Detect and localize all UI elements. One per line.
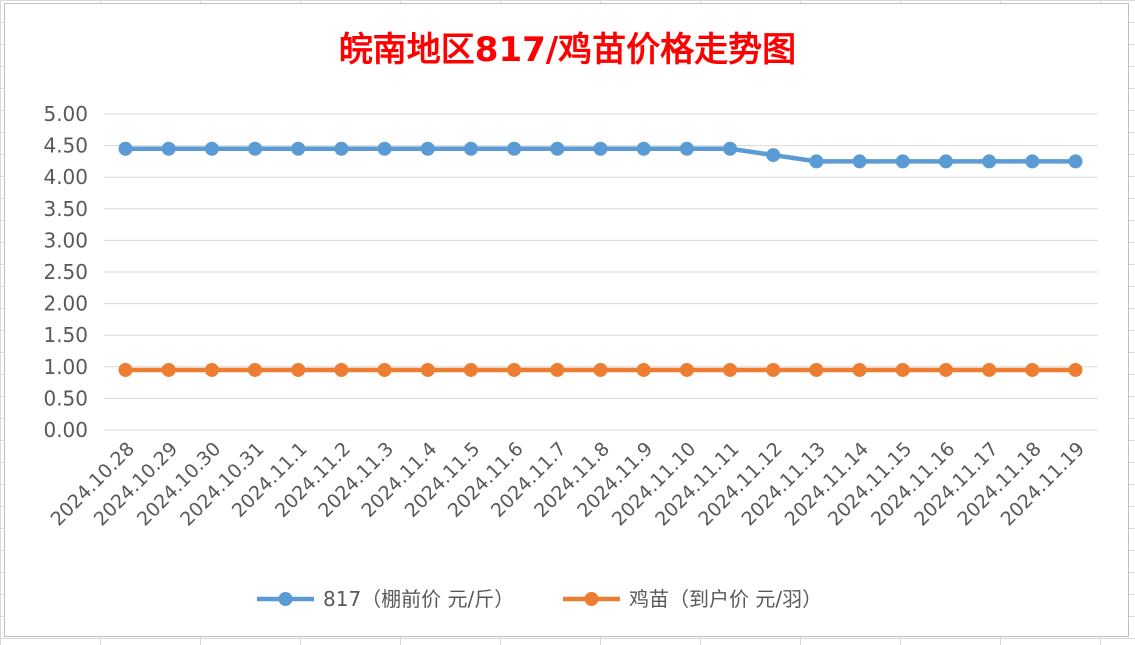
data-point [118,141,133,156]
data-point [507,362,522,377]
data-point [679,362,694,377]
data-point [593,141,608,156]
data-point [420,362,435,377]
data-point [507,141,522,156]
data-point [118,362,133,377]
data-point [161,362,176,377]
data-point [938,362,953,377]
y-tick-label: 2.00 [43,292,88,316]
data-point [723,141,738,156]
data-point [982,154,997,169]
y-tick-label: 5.00 [43,102,88,126]
data-point [550,362,565,377]
legend-label: 817（棚前价 元/斤） [323,587,514,611]
data-point [334,141,349,156]
data-point [636,141,651,156]
legend-marker [278,592,293,606]
data-point [334,362,349,377]
y-tick-label: 2.50 [43,260,88,284]
data-point [377,141,392,156]
data-point [636,362,651,377]
y-tick-label: 3.50 [43,197,88,221]
data-point [895,362,910,377]
y-tick-label: 3.00 [43,228,88,252]
data-point [766,362,781,377]
y-tick-label: 4.00 [43,165,88,189]
data-point [291,141,306,156]
data-point [248,141,263,156]
data-point [377,362,392,377]
chart-title: 皖南地区817/鸡苗价格走势图 [338,30,797,70]
data-point [679,141,694,156]
data-point [895,154,910,169]
data-point [291,362,306,377]
y-tick-label: 1.50 [43,323,88,347]
data-point [248,362,263,377]
data-point [463,141,478,156]
data-point [1068,362,1083,377]
data-point [938,154,953,169]
data-point [852,362,867,377]
data-point [809,154,824,169]
data-point [1068,154,1083,169]
data-point [809,362,824,377]
y-tick-label: 0.50 [43,386,88,410]
data-point [766,148,781,163]
data-point [204,141,219,156]
data-point [852,154,867,169]
data-point [723,362,738,377]
legend-marker [584,592,599,606]
y-tick-label: 1.00 [43,355,88,379]
chart-area[interactable]: 皖南地区817/鸡苗价格走势图 [4,3,1129,637]
data-point [982,362,997,377]
legend-label: 鸡苗（到户价 元/羽） [629,587,822,611]
data-point [420,141,435,156]
data-point [550,141,565,156]
data-point [1025,362,1040,377]
data-point [204,362,219,377]
y-tick-label: 0.00 [43,418,88,442]
data-point [161,141,176,156]
data-point [463,362,478,377]
data-point [593,362,608,377]
y-tick-label: 4.50 [43,134,88,158]
data-point [1025,154,1040,169]
